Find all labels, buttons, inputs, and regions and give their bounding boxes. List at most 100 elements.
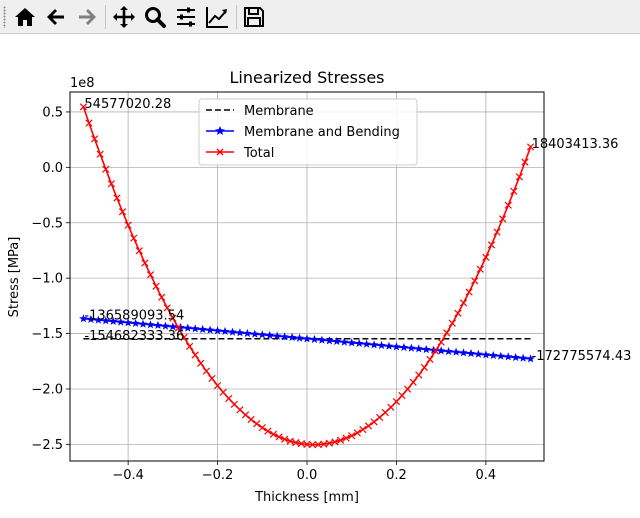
back-button[interactable] [43,4,69,30]
data-annotation: 18403413.36 [532,137,619,152]
zoom-button[interactable] [142,4,168,30]
data-point-star [123,318,133,327]
data-point-x [504,201,512,209]
data-point-x [409,378,417,386]
data-point-x [415,371,423,379]
data-point-x [370,418,378,426]
data-point-star [332,336,342,346]
data-point-star [198,324,207,333]
data-point-star [94,315,103,324]
data-point-star [213,326,222,335]
data-point-star [280,332,289,341]
data-point-star [295,333,304,342]
data-point-x [213,381,222,390]
toolbar-separator [105,5,106,29]
data-point-x [325,439,333,447]
data-point-x [303,440,311,449]
data-point-star [168,322,178,331]
data-point-star [369,340,379,349]
data-point-star [317,335,327,344]
pan-button[interactable] [111,4,137,30]
data-point-x [420,363,429,372]
data-point-star [496,351,506,360]
data-point-x [118,208,127,216]
data-point-x [359,425,367,434]
data-point-x [471,277,479,285]
data-point-x [465,288,473,296]
data-point-x [102,165,110,173]
data-point-star [444,347,453,356]
data-point-x [169,314,177,322]
home-button[interactable] [12,4,38,30]
data-point-x [281,435,289,443]
legend-label-membrane-bending: Membrane and Bending [244,125,400,140]
y-tick-label: −1.5 [31,327,63,342]
data-annotation: -136589093.54 [84,309,184,324]
legend-marker-x [216,148,224,156]
data-point-x [219,388,227,396]
data-annotation: 54577020.28 [84,97,171,112]
data-point-x [320,440,328,448]
data-point-star [116,317,125,326]
y-tick-label: −2.5 [31,438,63,453]
data-point-x [113,194,121,202]
data-point-star [258,330,267,339]
data-point-x [258,424,266,432]
data-point-star [302,334,312,343]
data-point-star [399,342,409,352]
data-point-star [138,319,148,328]
data-point-x [448,319,456,327]
data-point-star [235,328,245,337]
y-axis-offset-label: 1e8 [70,76,95,91]
data-point-x [174,324,183,332]
forward-arrow-icon [79,9,96,25]
data-point-x [152,282,160,290]
customize-button[interactable] [204,4,230,30]
data-point-star [526,354,535,363]
data-point-star [377,340,386,350]
data-point-x [163,304,171,312]
data-point-x [459,299,468,307]
toolbar-grip[interactable] [3,6,6,28]
data-point-x [107,180,115,188]
home-icon [15,8,35,26]
data-point-star [422,345,431,354]
forward-button[interactable] [74,4,100,30]
save-button[interactable] [241,4,267,30]
data-point-x [135,247,143,255]
data-point-x [141,259,149,267]
data-annotation: -172775574.43 [532,349,632,364]
data-point-star [362,339,371,348]
y-axis-label: Stress [MPa] [7,237,22,318]
data-point-x [90,135,99,143]
data-point-star [451,347,461,356]
data-point-x [146,271,155,279]
data-point-x [521,158,529,166]
save-icon [244,7,264,27]
data-point-star [325,336,334,345]
data-point-x [85,119,93,127]
data-point-x [247,415,255,424]
legend-label-membrane: Membrane [244,104,314,119]
data-annotation: -154682333.36 [84,329,184,344]
data-point-x [392,397,401,406]
x-tick-label: −0.4 [112,468,144,483]
data-point-x [526,143,535,151]
data-point-x [353,429,361,437]
data-point-x [275,433,283,441]
subplots-button[interactable] [173,4,199,30]
data-point-x [230,400,238,408]
data-point-x [348,432,356,440]
data-point-x [292,438,300,447]
data-point-x [158,293,166,301]
data-point-star [153,320,163,329]
data-point-star [101,316,111,325]
tick-group: −0.4 −0.2 0.0 0.2 0.4 0.5 0.0 −0.5 −1.0 −1.5 −2.0 −… [31,105,496,483]
figure-canvas[interactable]: −0.4 −0.2 0.0 0.2 0.4 0.5 0.0 −0.5 −1.0 −1.5 −2.0 −… [0,34,640,514]
data-point-star [481,350,491,359]
x-tick-label: 0.0 [297,468,318,483]
data-point-x [403,385,412,393]
legend: Membrane Membrane and Bending Total [198,98,418,166]
data-point-x [269,430,278,438]
data-point-star [354,338,364,348]
